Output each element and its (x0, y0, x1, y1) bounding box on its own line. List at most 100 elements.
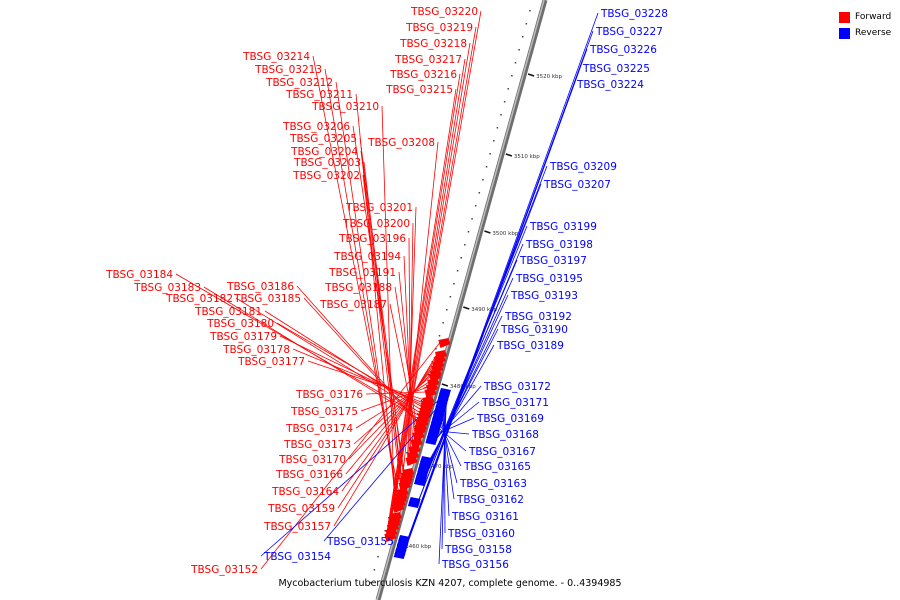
label-connector (307, 360, 425, 401)
label-connector (303, 297, 419, 424)
track-dot (445, 309, 448, 311)
track-dot (453, 283, 455, 285)
track-dot (478, 192, 481, 194)
gene-label: TBSG_03175 (290, 406, 358, 418)
tick-mark (527, 73, 535, 77)
gene-label: TBSG_03218 (399, 38, 467, 50)
label-connector (408, 222, 414, 456)
label-connector (292, 348, 424, 404)
track-dot (464, 244, 466, 246)
label-connector (424, 225, 528, 479)
gene-label: TBSG_03155 (326, 536, 394, 548)
tick-mark (463, 306, 470, 310)
track-dot (380, 543, 383, 545)
reverse-gene-feature (393, 551, 406, 559)
gene-label: TBSG_03204 (290, 146, 358, 158)
gene-label: TBSG_03228 (600, 8, 668, 20)
gene-label: TBSG_03220 (410, 6, 478, 18)
gene-label: TBSG_03162 (456, 494, 524, 506)
forward-gene-feature (384, 532, 397, 542)
forward-swatch (839, 11, 850, 23)
gene-label: TBSG_03158 (444, 544, 512, 556)
gene-label: TBSG_03208 (367, 137, 435, 149)
gene-label: TBSG_03207 (543, 179, 611, 191)
gene-label: TBSG_03156 (441, 559, 509, 571)
gene-label: TBSG_03178 (222, 344, 290, 356)
track-dot (438, 335, 441, 337)
gene-label: TBSG_03217 (394, 54, 462, 66)
gene-label: TBSG_03201 (345, 202, 413, 214)
label-connector (429, 344, 495, 460)
tick-mark (505, 153, 513, 157)
track-dot (471, 218, 473, 220)
label-connector (355, 381, 430, 429)
label-connector (363, 161, 402, 483)
track-dot (456, 270, 459, 272)
label-connector (260, 341, 441, 570)
gene-label: TBSG_03160 (447, 528, 515, 540)
track-dot (482, 179, 484, 181)
gene-label: TBSG_03177 (237, 356, 305, 368)
label-connector (264, 310, 422, 411)
gene-label: TBSG_03224 (576, 79, 644, 91)
gene-label: TBSG_03171 (481, 397, 549, 409)
gene-label: TBSG_03214 (242, 51, 310, 63)
gene-label: TBSG_03190 (500, 324, 568, 336)
gene-label: TBSG_03174 (285, 423, 353, 435)
track-dot (467, 231, 470, 233)
label-connector (438, 427, 467, 452)
gene-label: TBSG_03179 (209, 331, 277, 343)
gene-label: TBSG_03189 (496, 340, 564, 352)
track-dot (529, 10, 531, 12)
track-dot (449, 296, 452, 298)
forward-gene-feature (422, 396, 435, 406)
gene-label: TBSG_03184 (105, 269, 173, 281)
track-dot (460, 257, 462, 259)
reverse-swatch (839, 27, 850, 39)
gene-label: TBSG_03205 (289, 133, 357, 145)
forward-gene-feature (406, 451, 419, 461)
track-dot (384, 530, 386, 532)
label-connector (279, 335, 424, 406)
gene-label: TBSG_03159 (267, 503, 335, 515)
track-dot (377, 556, 379, 558)
track-dot (511, 75, 513, 77)
label-connector (387, 73, 461, 533)
gene-label: TBSG_03157 (263, 521, 331, 533)
gene-label: TBSG_03168 (471, 429, 539, 441)
forward-gene-feature (392, 503, 405, 513)
gene-label: TBSG_03215 (385, 84, 453, 96)
label-connector (365, 391, 427, 395)
gene-label: TBSG_03164 (271, 486, 339, 498)
gene-label: TBSG_03216 (389, 69, 457, 81)
label-connector (381, 105, 395, 508)
track-dot (413, 426, 415, 428)
track-dot (525, 23, 528, 25)
forward-gene-feature (438, 338, 451, 348)
gene-label: TBSG_03173 (283, 439, 351, 451)
gene-label: TBSG_03169 (476, 413, 544, 425)
gene-label: TBSG_03161 (451, 511, 519, 523)
label-connector (407, 12, 599, 539)
label-connector (360, 386, 428, 412)
gene-label: TBSG_03186 (226, 281, 294, 293)
track-dot (442, 322, 444, 324)
gene-label: TBSG_03212 (265, 77, 333, 89)
gene-label: TBSG_03180 (206, 318, 274, 330)
track-dot (420, 400, 423, 402)
label-connector (203, 286, 420, 420)
track-dot (485, 166, 488, 168)
gene-label: TBSG_03225 (582, 63, 650, 75)
label-connector (443, 407, 446, 534)
track-dot (493, 140, 495, 142)
label-connector (324, 68, 398, 497)
gene-label: TBSG_03196 (338, 233, 406, 245)
track-dot (435, 348, 437, 350)
forward-gene-feature (415, 419, 428, 429)
gene-label: TBSG_03176 (295, 389, 363, 401)
forward-gene-feature (413, 426, 426, 436)
gene-label: TBSG_03202 (292, 170, 360, 182)
gene-label: TBSG_03166 (275, 469, 343, 481)
gene-label: TBSG_03182 (165, 293, 233, 305)
reverse-gene-feature (420, 456, 433, 464)
